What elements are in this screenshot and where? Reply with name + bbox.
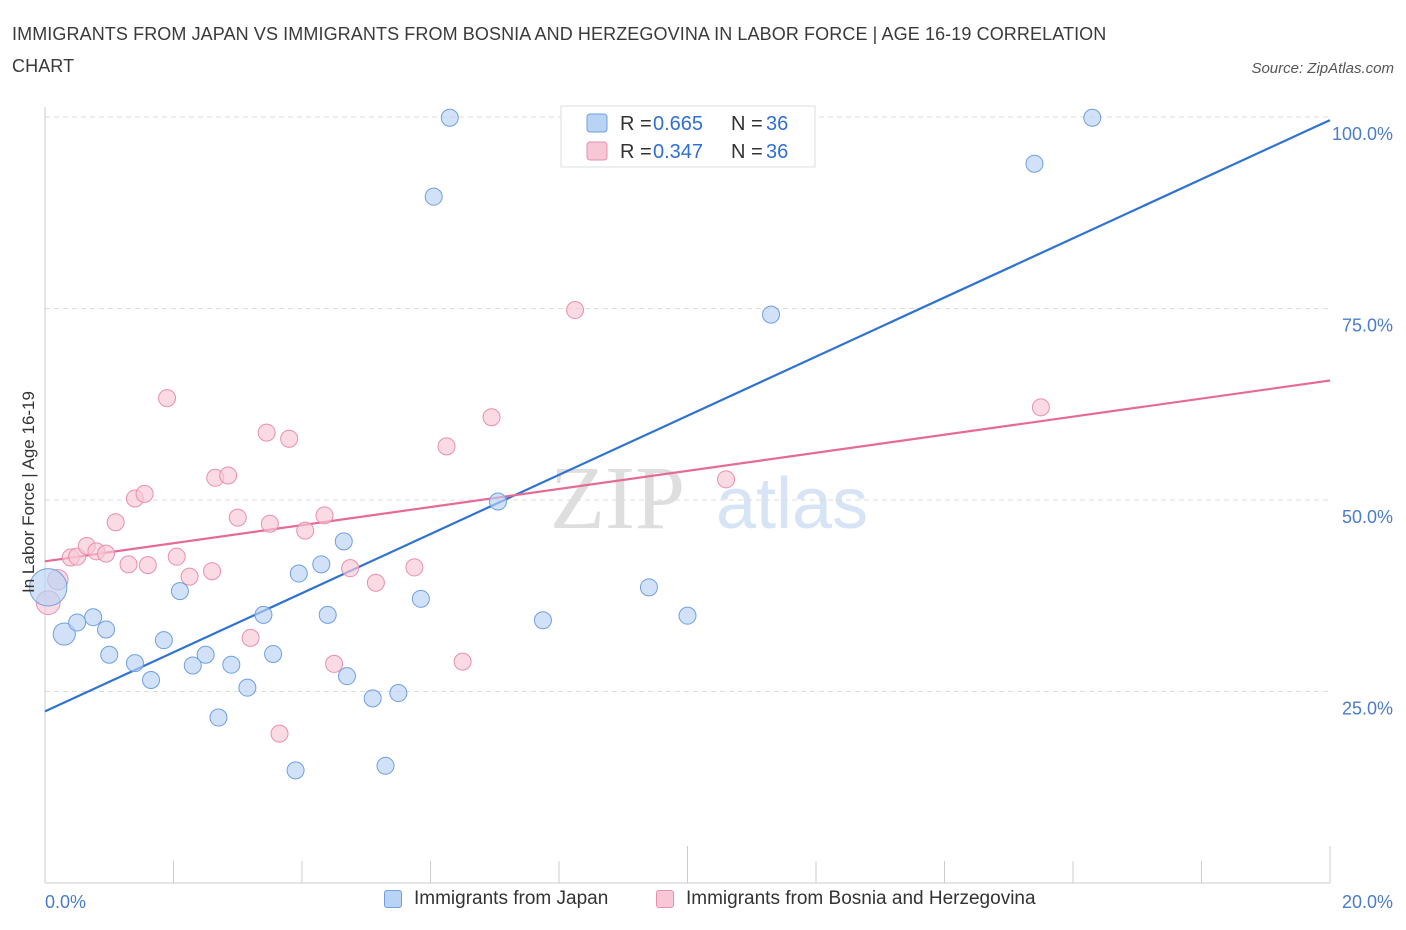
japan-point [286,761,305,780]
japan-point [639,578,658,597]
bosnia-point [405,558,424,577]
bosnia-point [228,508,247,527]
bosnia-point [219,466,238,485]
japan-point [440,108,459,127]
bosnia-point [366,573,385,592]
legend-item-japan: Immigrants from Japan [384,888,608,910]
bosnia-point [138,556,157,575]
bosnia-point [119,555,138,574]
japan-point [1083,108,1102,127]
legend-swatch-japan [586,113,608,133]
bosnia-point [296,521,315,540]
bosnia-point [241,628,260,647]
bosnia-point [566,301,585,320]
japan-point [142,671,161,690]
bosnia-point [260,514,279,533]
x-tick-label: 20.0% [1342,892,1393,912]
japan-point [254,605,273,624]
source-label: Source: ZipAtlas.com [1251,60,1394,77]
japan-point [424,187,443,206]
watermark-zip: ZIP [550,449,685,548]
legend-swatch-japan-bottom [384,890,402,908]
bosnia-point [257,423,276,442]
bosnia-point [135,484,154,503]
japan-point [97,620,116,639]
bosnia-point [341,559,360,578]
data-points [29,108,1102,780]
legend-item-bosnia: Immigrants from Bosnia and Herzegovina [656,888,1036,910]
japan-point [678,606,697,625]
japan-point [762,305,781,324]
japan-point [334,532,353,551]
japan-point [264,644,283,663]
y-tick-label: 75.0% [1342,316,1393,336]
bosnia-point [180,567,199,586]
bosnia-point [315,506,334,525]
bosnia-point [437,437,456,456]
correlation-legend: R = 0.665 N = 36 R = 0.347 N = 36 [560,105,816,168]
legend-r-value-japan: 0.665 [653,113,703,135]
chart-title: IMMIGRANTS FROM JAPAN VS IMMIGRANTS FROM… [12,24,1107,76]
bosnia-point [158,389,177,408]
japan-point [411,589,430,608]
japan-point [318,605,337,624]
bosnia-point [1031,398,1050,417]
bosnia-point [167,547,186,566]
bosnia-point [325,654,344,673]
japan-point [533,611,552,630]
japan-point [196,645,215,664]
japan-point [1025,154,1044,173]
legend-r-value-bosnia: 0.347 [653,141,703,163]
japan-point [29,568,68,607]
japan-point [222,655,241,674]
bosnia-point [97,544,116,563]
japan-point [337,667,356,686]
y-tick-label: 25.0% [1342,699,1393,719]
legend-label-japan: Immigrants from Japan [414,888,609,909]
legend-n-label-bosnia: N = [731,141,768,163]
japan-point [312,555,331,574]
bosnia-point [280,429,299,448]
legend-swatch-bosnia [586,141,608,161]
legend-r-label-bosnia: R = [620,141,657,163]
japan-point [170,582,189,601]
legend-n-label-japan: N = [731,113,768,135]
series-legend: Immigrants from Japan Immigrants from Bo… [0,888,1406,918]
japan-point [209,708,228,727]
legend-n-value-japan: 36 [766,113,788,135]
japan-point [238,678,257,697]
bosnia-point [270,724,289,743]
x-tick-label: 0.0% [45,892,86,912]
japan-point [488,492,507,511]
legend-n-value-bosnia: 36 [766,141,788,163]
tick-labels: 25.0% 50.0% 75.0% 100.0% 0.0% 20.0% [45,124,1393,912]
japan-point [68,613,87,632]
bosnia-point [106,513,125,532]
japan-point [100,645,119,664]
legend-swatch-bosnia-bottom [656,890,674,908]
y-axis-label: In Labor Force | Age 16-19 [19,391,38,593]
japan-point [183,656,202,675]
y-tick-label: 50.0% [1342,507,1393,527]
legend-label-bosnia: Immigrants from Bosnia and Herzegovina [686,888,1036,909]
watermark-atlas: atlas [716,464,868,544]
japan-point [125,654,144,673]
y-tick-label: 100.0% [1332,124,1393,144]
japan-point [84,608,103,627]
grid-lines [45,116,1330,692]
legend-r-label-japan: R = [620,113,657,135]
japan-point [376,756,395,775]
japan-point [363,689,382,708]
japan-point [154,631,173,650]
bosnia-point [482,408,501,427]
bosnia-trend-line [44,379,1331,563]
axes [44,107,1331,884]
bosnia-point [203,562,222,581]
bosnia-point [453,652,472,671]
japan-point [52,622,76,646]
bosnia-point [717,470,736,489]
japan-point [289,564,308,583]
japan-point [389,684,408,703]
